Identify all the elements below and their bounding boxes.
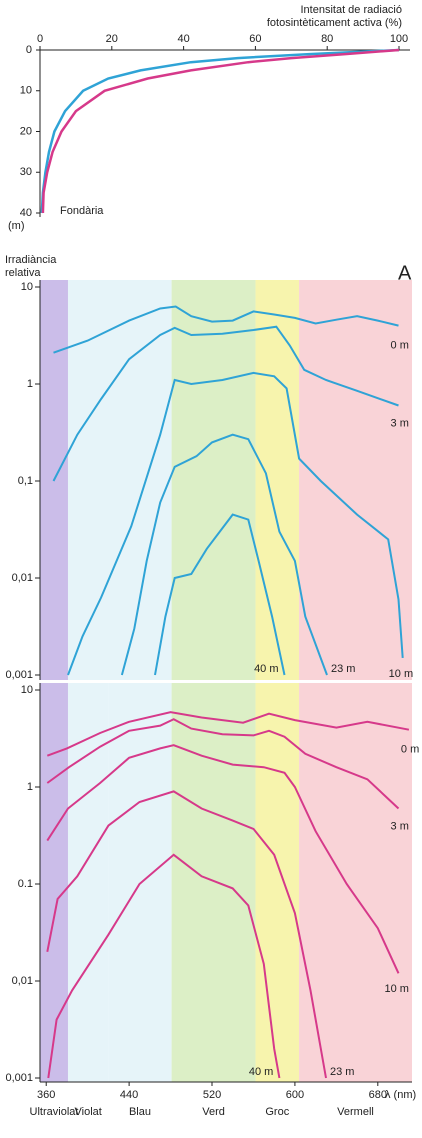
chart-title: Intensitat de radiació <box>300 4 402 16</box>
series-label: 3 m <box>391 820 409 832</box>
y-tick-label: 1 <box>27 378 33 390</box>
y-tick-label: 40 <box>20 207 32 219</box>
x-tick-label: 60 <box>249 33 261 45</box>
y-axis-label: Fondària <box>60 205 104 217</box>
series-label: 40 m <box>249 1066 273 1078</box>
y-tick-label: 0.1 <box>18 878 33 890</box>
x-tick-label: 680 <box>369 1089 387 1101</box>
line <box>47 853 281 1079</box>
x-tick-label: 360 <box>37 1089 55 1101</box>
spectral-band <box>40 683 68 1082</box>
x-tick-label: 100 <box>390 33 408 45</box>
spectral-band <box>67 280 172 680</box>
band-label: Ultraviolat <box>30 1106 79 1118</box>
y-axis-unit: (m) <box>8 220 25 232</box>
series-label: 0 m <box>401 744 419 756</box>
y-tick-label: 1 <box>27 781 33 793</box>
spectral-band <box>299 683 412 1082</box>
line <box>46 790 327 1079</box>
series-label: 10 m <box>385 983 409 995</box>
line <box>53 305 399 354</box>
series-label: 40 m <box>254 663 278 675</box>
band-label: Blau <box>129 1106 151 1118</box>
line <box>46 711 410 757</box>
spectral-band <box>67 683 109 1082</box>
y-tick-label: 10 <box>21 281 33 293</box>
line <box>67 371 404 676</box>
x-tick-label: 600 <box>286 1089 304 1101</box>
y-tick-label: 10 <box>20 85 32 97</box>
series-label: 23 m <box>331 663 355 675</box>
y-tick-label: 10 <box>21 684 33 696</box>
line <box>120 433 328 676</box>
band-label: Groc <box>265 1106 289 1118</box>
series-label: 23 m <box>330 1066 354 1078</box>
y-tick-label: 0,001 <box>5 669 33 681</box>
panel-label: A <box>398 262 412 284</box>
x-tick-label: 80 <box>321 33 333 45</box>
x-tick-label: 20 <box>106 33 118 45</box>
y-tick-label: 0,001 <box>5 1072 33 1084</box>
band-label: Violat <box>75 1106 102 1118</box>
spectral-band <box>171 683 256 1082</box>
band-label: Vermell <box>337 1106 374 1118</box>
y-tick-label: 0,01 <box>12 572 33 584</box>
spectral-band <box>171 280 256 680</box>
y-axis-label: relativa <box>5 267 41 279</box>
y-tick-label: 0,01 <box>12 975 33 987</box>
chart-subtitle: fotosintèticament activa (%) <box>267 17 402 29</box>
x-tick-label: 440 <box>120 1089 138 1101</box>
y-tick-label: 20 <box>20 125 32 137</box>
line <box>40 48 400 214</box>
series-label: 3 m <box>391 417 409 429</box>
spectral-band <box>255 683 300 1082</box>
y-tick-label: 0 <box>26 44 32 56</box>
spectral-band <box>255 280 300 680</box>
y-axis-label: Irradiància <box>5 254 57 266</box>
band-label: Verd <box>202 1106 225 1118</box>
series-label: 0 m <box>391 340 409 352</box>
line <box>154 513 286 676</box>
series-label: 10 m <box>389 668 413 680</box>
x-tick-label: 40 <box>177 33 189 45</box>
line <box>52 325 399 482</box>
x-axis-label: λ (nm) <box>385 1089 416 1101</box>
x-tick-label: 520 <box>203 1089 221 1101</box>
line <box>46 718 400 810</box>
y-tick-label: 30 <box>20 166 32 178</box>
line <box>46 744 400 974</box>
spectral-band <box>299 280 412 680</box>
y-tick-label: 0,1 <box>18 475 33 487</box>
x-tick-label: 0 <box>37 33 43 45</box>
line <box>41 48 400 214</box>
